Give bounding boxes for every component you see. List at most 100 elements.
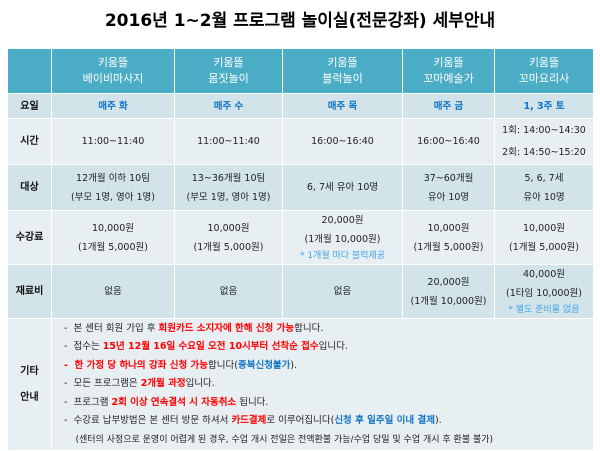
info-line: - 프로그램 2회 이상 연속결석 시 자동취소 됩니다. (64, 394, 593, 413)
day-value: 매주 화 (98, 100, 128, 112)
cell-time: 11:00~11:40 (51, 118, 175, 165)
cell-line: 5, 6, 7세 (524, 172, 564, 184)
highlight-red: 15년 12월 16일 수요일 오전 10시부터 선착순 접수 (102, 341, 319, 353)
cell-line: 13~36개월 10팀 (191, 172, 266, 184)
info-text: 됩니다. (236, 396, 269, 408)
info-line: - 본 센터 회원 가입 후 회원카드 소지자에 한해 신청 가능합니다. (64, 320, 593, 339)
info-text: - 모든 프로그램은 (64, 378, 141, 390)
column-header: 키움뜰 블럭놀이 (282, 48, 403, 94)
row-material: 재료비 없음 없음 없음 20,000원 (1개월 10,000원) 40,000원 (1타임… (7, 264, 594, 319)
cell-line: 6, 7세 유아 10명 (306, 182, 379, 193)
cell-line: (부모 1명, 영아 1명) (70, 191, 156, 203)
day-value: 매주 수 (213, 100, 244, 112)
cell-day: 매주 수 (174, 93, 283, 119)
cell-fee: 10,000원 (1개월 5,000원) (494, 210, 594, 265)
info-text: 입니다. (318, 341, 348, 353)
column-line2: 꼬마요리사 (518, 72, 570, 85)
info-line: - 수강료 납부방법은 본 센터 방문 하셔서 카드결제로 이루어집니다(신청 … (64, 412, 593, 431)
row-target: 대상 12개월 이하 10팀 (부모 1명, 영아 1명) 13~36개월 10팀 (부… (7, 164, 594, 211)
info-text: (센터의 사정으로 운영이 어렵게 된 경우, 수업 개시 전일은 전액환불 가… (64, 434, 494, 445)
cell-line: 37~60개월 (423, 172, 474, 184)
cell-fee: 10,000원 (1개월 5,000원) (402, 210, 495, 265)
info-text: 로 이루어집니다( (266, 415, 335, 427)
cell-note: * 1개월 마다 블럭제공 (299, 251, 386, 261)
column-line2: 베이비마사지 (82, 72, 144, 85)
cell-line: 없음 (333, 286, 352, 297)
cell-line: 1회: 14:00~14:30 (502, 124, 586, 136)
cell-line: 없음 (219, 286, 238, 297)
cell-time: 16:00~16:40 (282, 118, 403, 165)
column-line1: 키움뜰 (97, 56, 129, 69)
cell-line: (1개월 5,000원) (413, 241, 484, 253)
info-text: ). (290, 359, 298, 371)
cell-material: 20,000원 (1개월 10,000원) (402, 264, 495, 319)
row-label: 수강료 (7, 210, 52, 265)
cell-line: 20,000원 (321, 215, 364, 226)
row-label: 재료비 (7, 264, 52, 319)
row-info: 기타 안내 - 본 센터 회원 가입 후 회원카드 소지자에 한해 신청 가능합니다… (7, 318, 594, 451)
cell-day: 매주 목 (282, 93, 403, 119)
cell-line: 2회: 14:50~15:20 (502, 146, 586, 158)
cell-line: 유아 10명 (427, 191, 470, 203)
row-label: 기타 안내 (7, 318, 52, 451)
column-line1: 키움뜰 (213, 56, 244, 69)
cell-fee: 20,000원 (1개월 10,000원) * 1개월 마다 블럭제공 (282, 210, 403, 265)
cell-line: 11:00~11:40 (197, 136, 260, 147)
program-table: 키움뜰 베이비마사지 키움뜰 몸짓놀이 키움뜰 블럭놀이 키움뜰 꼬마예술가 키움뜰 꼬마요리사 … (7, 48, 594, 451)
cell-line: 16:00~16:40 (417, 136, 480, 147)
info-text: ). (434, 415, 442, 427)
page-title: 2016년 1~2월 프로그램 놀이실(전문강좌) 세부안내 (104, 11, 496, 31)
cell-target: 13~36개월 10팀 (부모 1명, 영아 1명) (174, 164, 283, 211)
column-line2: 몸짓놀이 (208, 72, 249, 85)
cell-line: (1개월 5,000원) (509, 241, 579, 253)
cell-line: 20,000원 (427, 276, 470, 288)
cell-note: * 별도 준비물 없음 (508, 305, 580, 315)
cell-line: (1개월 5,000원) (78, 241, 148, 253)
cell-day: 매주 금 (402, 93, 495, 119)
highlight-blue: 중복신청불가 (237, 359, 291, 371)
highlight-red: 2회 이상 연속결석 시 자동취소 (111, 396, 237, 408)
column-header: 키움뜰 꼬마예술가 (402, 48, 495, 94)
info-text: - 수강료 납부방법은 본 센터 방문 하셔서 (64, 415, 232, 427)
highlight-blue: 신청 후 일주일 이내 결제 (334, 415, 435, 427)
cell-line: (1타임 10,000원) (506, 288, 582, 299)
info-line: - 한 가정 당 하나의 강좌 신청 가능합니다(중복신청불가). (64, 357, 593, 376)
info-text: 합니다( (208, 359, 238, 371)
cell-time: 1회: 14:00~14:30 2회: 14:50~15:20 (494, 118, 594, 165)
highlight-red: 회원카드 소지자에 한해 신청 가능 (158, 322, 295, 334)
cell-line: 40,000원 (523, 269, 565, 280)
highlight-red: 2개월 과정 (140, 378, 186, 390)
info-text: 합니다. (294, 322, 324, 334)
highlight-red: - 한 가정 당 하나의 강좌 신청 가능 (64, 359, 209, 371)
info-text: - 프로그램 (64, 396, 112, 408)
cell-fee: 10,000원 (1개월 5,000원) (174, 210, 283, 265)
cell-line: (1개월 10,000원) (304, 234, 381, 245)
info-label-2: 안내 (20, 391, 39, 403)
column-line2: 꼬마예술가 (423, 72, 474, 85)
cell-line: 유아 10명 (523, 191, 565, 203)
cell-line: 없음 (104, 286, 122, 297)
row-day: 요일 매주 화 매주 수 매주 목 매주 금 1, 3주 토 (7, 93, 594, 119)
info-line: - 접수는 15년 12월 16일 수요일 오전 10시부터 선착순 접수입니다… (64, 338, 593, 357)
cell-line: 10,000원 (427, 222, 470, 234)
info-text: - 본 센터 회원 가입 후 (64, 322, 159, 334)
column-line1: 키움뜰 (528, 56, 560, 69)
info-text: 입니다. (185, 378, 215, 390)
cell-day: 매주 화 (51, 93, 175, 119)
cell-line: 10,000원 (523, 222, 565, 234)
day-value: 매주 금 (433, 100, 464, 112)
corner-cell (7, 48, 52, 94)
cell-line: 16:00~16:40 (311, 136, 374, 147)
cell-line: 11:00~11:40 (81, 136, 145, 147)
cell-material: 없음 (174, 264, 283, 319)
cell-time: 16:00~16:40 (402, 118, 495, 165)
highlight-red: 카드결제 (231, 415, 267, 427)
cell-fee: 10,000원 (1개월 5,000원) (51, 210, 175, 265)
cell-line: (1개월 5,000원) (193, 241, 264, 253)
info-text: - 접수는 (64, 341, 103, 353)
cell-line: (1개월 10,000원) (410, 295, 487, 307)
